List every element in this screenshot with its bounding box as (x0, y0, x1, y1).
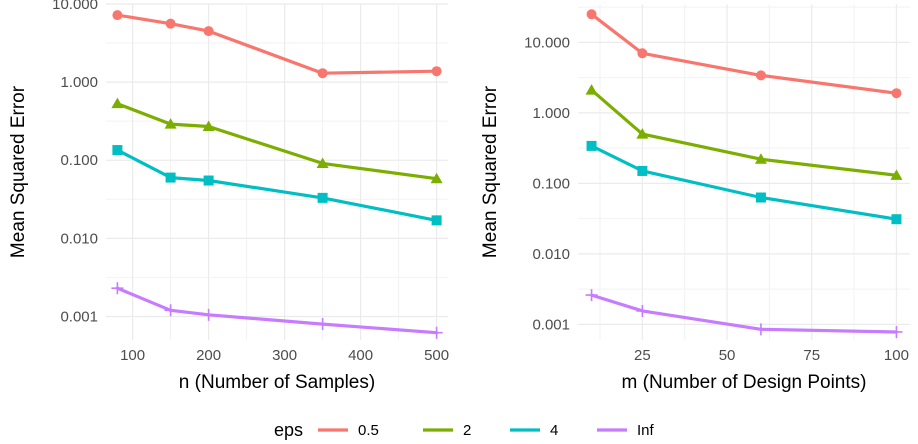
y-tick-label: 0.001 (60, 308, 98, 325)
data-point-2 (754, 153, 767, 164)
data-point-Inf (430, 326, 443, 339)
data-point-4 (586, 140, 597, 151)
data-point-0.5 (112, 10, 123, 21)
data-point-0.5 (637, 48, 648, 59)
legend-label-4: 4 (550, 422, 558, 439)
data-point-0.5 (431, 66, 442, 77)
legend-label-Inf: Inf (637, 422, 655, 439)
x-tick-label: 300 (272, 347, 297, 364)
data-point-Inf (164, 304, 177, 317)
y-tick-label: 0.001 (532, 316, 570, 333)
data-point-4 (165, 172, 176, 183)
data-point-Inf (585, 289, 598, 302)
y-axis-title: Mean Squared Error (8, 85, 29, 258)
data-point-2 (202, 120, 215, 132)
x-tick-label: 100 (120, 347, 145, 364)
legend-label-0.5: 0.5 (358, 422, 379, 439)
data-point-4 (112, 145, 123, 156)
data-point-4 (891, 214, 902, 225)
x-tick-label: 500 (424, 347, 449, 364)
series-line-0.5 (589, 12, 899, 95)
y-tick-label: 0.010 (532, 246, 570, 263)
data-point-0.5 (317, 68, 328, 79)
left-panel: 100 200 300 400 500 0.001 0.010 0.100 1.000 10.00… (8, 0, 449, 393)
x-tick-label: 50 (719, 347, 736, 364)
y-tick-label: 0.100 (532, 175, 570, 192)
right-panel: 25 50 75 100 0.001 0.010 0.100 1.000 10.000 m (Nu… (480, 4, 910, 393)
data-point-0.5 (203, 26, 214, 37)
data-point-2 (585, 84, 598, 95)
x-tick-label: 100 (884, 347, 909, 364)
y-tick-label: 0.100 (60, 152, 98, 169)
data-point-0.5 (586, 9, 597, 20)
data-point-2 (316, 157, 329, 168)
data-point-Inf (754, 323, 767, 336)
legend-label-2: 2 (463, 422, 471, 439)
data-point-4 (431, 215, 442, 226)
series-line-Inf (589, 293, 899, 334)
y-tick-label: 1.000 (532, 105, 570, 122)
data-point-Inf (202, 308, 215, 321)
data-point-0.5 (165, 18, 176, 29)
data-point-4 (755, 192, 766, 203)
series-line-2 (115, 102, 439, 181)
data-point-Inf (890, 325, 903, 338)
y-axis-title: Mean Squared Error (480, 85, 501, 258)
y-tick-label: 10.000 (52, 0, 98, 13)
data-point-2 (111, 97, 124, 109)
data-point-0.5 (891, 88, 902, 99)
data-point-2 (636, 128, 649, 139)
data-point-Inf (111, 282, 124, 295)
x-tick-label: 200 (196, 347, 221, 364)
y-tick-label: 1.000 (60, 74, 98, 91)
x-tick-label: 25 (634, 347, 651, 364)
legend-title: eps (274, 420, 303, 440)
series-line-2 (589, 88, 899, 177)
x-tick-label: 400 (348, 347, 373, 364)
data-point-Inf (316, 318, 329, 331)
data-point-0.5 (755, 70, 766, 81)
y-tick-label: 10.000 (524, 34, 570, 51)
x-tick-label: 75 (803, 347, 820, 364)
data-point-2 (890, 169, 903, 180)
data-point-4 (317, 192, 328, 203)
series-line-4 (589, 144, 899, 221)
data-point-4 (203, 175, 214, 186)
y-tick-label: 0.010 (60, 230, 98, 247)
data-point-2 (164, 118, 177, 129)
x-axis-title: n (Number of Samples) (179, 372, 375, 393)
legend: eps 0.5 2 4 Inf (274, 420, 655, 440)
data-point-2 (430, 172, 443, 184)
data-point-4 (637, 165, 648, 176)
x-axis-title: m (Number of Design Points) (622, 372, 867, 393)
data-point-Inf (636, 304, 649, 317)
series-line-0.5 (115, 13, 439, 75)
